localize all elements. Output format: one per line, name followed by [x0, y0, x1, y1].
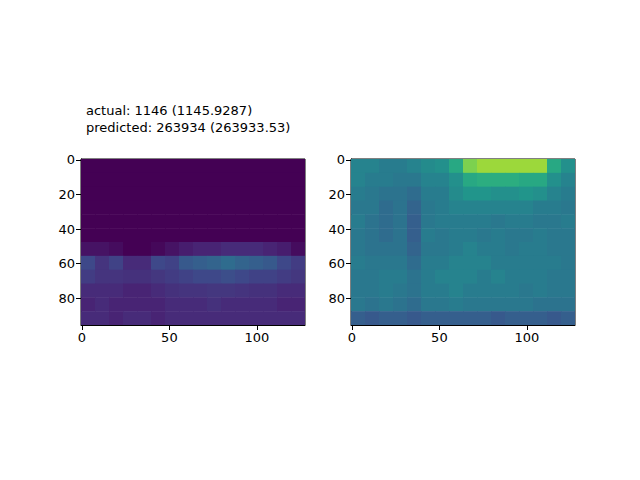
- svg-text:predicted: 263934 (263933.53): predicted: 263934 (263933.53): [86, 120, 290, 135]
- svg-text:20: 20: [58, 187, 75, 202]
- svg-text:0: 0: [348, 330, 356, 345]
- svg-text:100: 100: [244, 330, 269, 345]
- svg-text:80: 80: [328, 291, 345, 306]
- svg-text:0: 0: [78, 330, 86, 345]
- svg-text:0: 0: [337, 152, 345, 167]
- svg-text:80: 80: [58, 291, 75, 306]
- svg-text:actual: 1146 (1145.9287): actual: 1146 (1145.9287): [86, 103, 252, 118]
- svg-text:50: 50: [161, 330, 178, 345]
- svg-text:50: 50: [431, 330, 448, 345]
- svg-text:20: 20: [328, 187, 345, 202]
- svg-text:60: 60: [328, 256, 345, 271]
- svg-text:0: 0: [67, 152, 75, 167]
- svg-text:100: 100: [514, 330, 539, 345]
- svg-text:40: 40: [58, 222, 75, 237]
- svg-text:40: 40: [328, 222, 345, 237]
- svg-text:60: 60: [58, 256, 75, 271]
